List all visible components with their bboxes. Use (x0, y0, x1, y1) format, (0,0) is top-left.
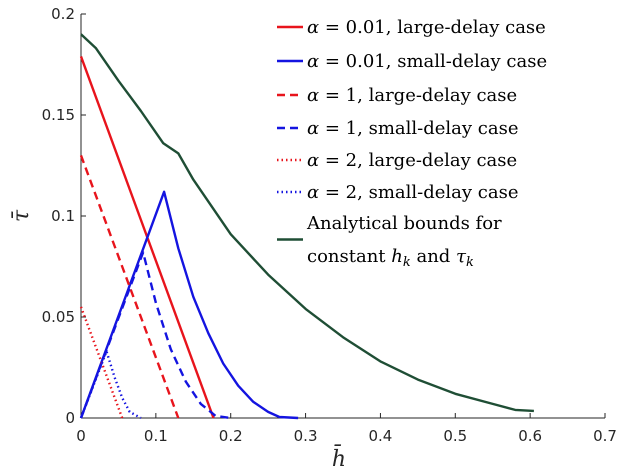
legend-label-part: α (307, 118, 319, 139)
series-layer (79, 33, 534, 420)
x-axis-ticks: 0 0.1 0.2 0.3 0.4 0.5 0.6 0.7 (76, 413, 617, 445)
y-tick-label: 0.1 (51, 207, 75, 225)
legend-label-part: and (411, 246, 456, 267)
series-line-6 (79, 350, 142, 420)
legend-label-part: α (307, 182, 319, 203)
legend-label-part: = 1, large-delay case (319, 85, 517, 106)
legend-label-1: α = 0.01, large-delay case (307, 17, 546, 38)
legend-label-8: constant hk and τk (307, 246, 474, 270)
x-tick-label: 0.4 (368, 427, 392, 445)
y-axis-label: τ̄ (9, 209, 34, 222)
y-tick-label: 0.05 (42, 308, 75, 326)
x-tick-label: 0.6 (518, 427, 542, 445)
x-tick-label: 0.7 (593, 427, 617, 445)
legend-label-part: Analytical bounds for (306, 213, 502, 234)
legend-label-part: h (391, 246, 403, 267)
y-axis-ticks: 0 0.05 0.1 0.15 0.2 (42, 5, 86, 427)
y-tick-label: 0.15 (42, 106, 75, 124)
legend-label-5: α = 2, large-delay case (307, 150, 517, 171)
series-line-4 (79, 251, 231, 420)
x-tick-label: 0.1 (144, 427, 168, 445)
x-tick-label: 0.5 (443, 427, 467, 445)
legend-label-part: constant (307, 246, 391, 267)
legend-label-part: τ (456, 246, 467, 267)
series-line-3 (79, 154, 180, 419)
series-line-7 (80, 33, 534, 413)
legend-label-7: Analytical bounds for (306, 213, 502, 234)
legend-label-part: α (307, 150, 319, 171)
y-tick-label: 0 (65, 409, 75, 427)
legend-label-part: = 1, small-delay case (319, 118, 518, 139)
legend-label-part: = 0.01, small-delay case (319, 51, 547, 72)
legend-label-part: k (403, 255, 411, 270)
legend-label-part: α (307, 17, 319, 38)
x-tick-label: 0.3 (294, 427, 318, 445)
legend-label-part: = 0.01, large-delay case (319, 17, 546, 38)
legend-label-6: α = 2, small-delay case (307, 182, 518, 203)
x-tick-label: 0.2 (219, 427, 243, 445)
x-tick-label: 0 (76, 427, 86, 445)
legend-label-3: α = 1, large-delay case (307, 85, 517, 106)
legend-label-part: = 2, large-delay case (319, 150, 517, 171)
legend-label-part: = 2, small-delay case (319, 182, 518, 203)
x-axis-label: h̄ (332, 444, 346, 472)
legend-label-part: α (307, 51, 319, 72)
y-tick-label: 0.2 (51, 5, 75, 23)
series-line-2 (79, 190, 299, 420)
legend-label-2: α = 0.01, small-delay case (307, 51, 547, 72)
legend-label-part: k (466, 255, 474, 270)
legend-label-4: α = 1, small-delay case (307, 118, 518, 139)
legend-label-part: α (307, 85, 319, 106)
